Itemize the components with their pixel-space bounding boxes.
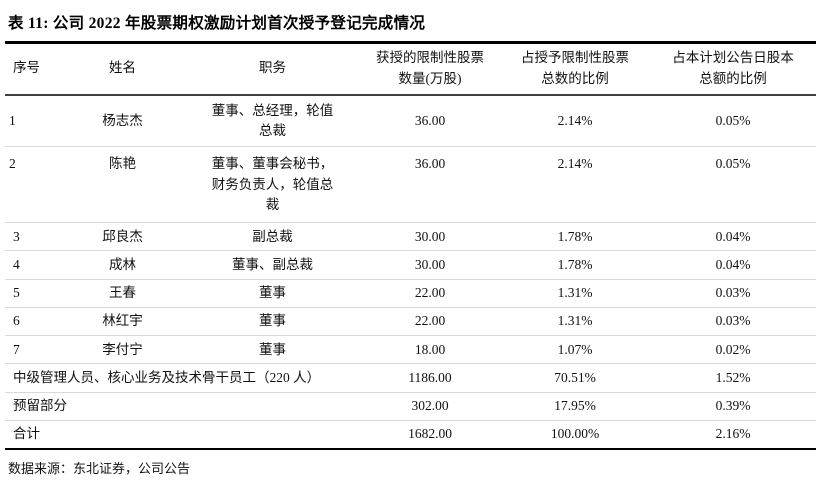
table-row: 5 王春 董事 22.00 1.31% 0.03% xyxy=(5,279,816,308)
cell-shares: 1186.00 xyxy=(360,363,500,393)
incentive-grant-table: 序号 姓名 职务 获授的限制性股票 数量(万股) 占授予限制性股票 总数的比例 … xyxy=(5,44,816,448)
data-source-note: 数据来源：东北证券，公司公告 xyxy=(8,461,191,477)
cell-pct-capital: 0.05% xyxy=(650,146,816,224)
cell-no: 1 xyxy=(5,94,60,148)
col-header-pct-capital-line1: 占本计划公告日股本 xyxy=(672,50,794,65)
table-row: 6 林红宇 董事 22.00 1.31% 0.03% xyxy=(5,307,816,337)
col-header-no: 序号 xyxy=(5,44,60,96)
cell-pct-grant: 1.78% xyxy=(500,250,650,280)
cell-shares: 1682.00 xyxy=(408,426,452,442)
cell-pct-capital: 0.03% xyxy=(650,307,816,337)
table-header: 序号 姓名 职务 获授的限制性股票 数量(万股) 占授予限制性股票 总数的比例 … xyxy=(5,44,816,96)
cell-name: 杨志杰 xyxy=(60,94,185,148)
cell-position: 董事、董事会秘书，财务负责人，轮值总裁 xyxy=(185,146,360,224)
summary-row-total: 合计 1682.00 100.00% 2.16% xyxy=(5,420,816,448)
cell-shares: 22.00 xyxy=(360,307,500,337)
cell-pct-capital: 0.03% xyxy=(650,279,816,308)
cell-pct-grant: 2.14% xyxy=(500,94,650,148)
cell-pct-capital: 0.02% xyxy=(650,335,816,365)
col-header-position: 职务 xyxy=(185,44,360,96)
cell-shares: 18.00 xyxy=(360,335,500,365)
cell-name: 邱良杰 xyxy=(60,222,185,252)
cell-shares: 302.00 xyxy=(360,392,500,421)
summary-label: 合计 xyxy=(13,426,40,442)
col-header-shares-line2: 数量(万股) xyxy=(398,70,462,86)
cell-name: 林红宇 xyxy=(60,307,185,337)
summary-row-managers: 中级管理人员、核心业务及技术骨干员工（220 人） 1186.00 70.51%… xyxy=(5,363,816,393)
title-double-rule xyxy=(5,41,816,44)
summary-label: 中级管理人员、核心业务及技术骨干员工（220 人） xyxy=(5,363,360,393)
header-row: 序号 姓名 职务 获授的限制性股票 数量(万股) 占授予限制性股票 总数的比例 … xyxy=(5,44,816,96)
cell-position: 董事 xyxy=(185,279,360,308)
cell-position: 董事 xyxy=(185,307,360,337)
table-row: 4 成林 董事、副总裁 30.00 1.78% 0.04% xyxy=(5,250,816,280)
summary-label: 预留部分 xyxy=(5,392,360,421)
table-title: 表 11: 公司 2022 年股票期权激励计划首次授予登记完成情况 xyxy=(8,15,426,32)
col-header-pct-capital: 占本计划公告日股本 总额的比例 xyxy=(650,44,816,96)
cell-no: 4 xyxy=(5,250,60,280)
cell-shares: 30.00 xyxy=(360,222,500,252)
cell-pct-grant: 1.78% xyxy=(500,222,650,252)
table-row: 7 李付宁 董事 18.00 1.07% 0.02% xyxy=(5,335,816,365)
table-bottom-rule xyxy=(5,448,816,451)
col-header-shares: 获授的限制性股票 数量(万股) xyxy=(360,44,500,96)
cell-pct-capital: 0.39% xyxy=(650,392,816,421)
cell-name: 成林 xyxy=(60,250,185,280)
cell-shares: 36.00 xyxy=(360,146,500,224)
cell-name: 王春 xyxy=(60,279,185,308)
cell-pct-capital: 0.04% xyxy=(650,222,816,252)
cell-pct-capital: 0.05% xyxy=(650,94,816,148)
col-header-pct-grant-line2: 总数的比例 xyxy=(541,70,609,86)
cell-pct-grant: 100.00% xyxy=(550,426,600,442)
cell-no: 3 xyxy=(5,222,60,252)
cell-pct-grant: 70.51% xyxy=(500,363,650,393)
col-header-pct-capital-line2: 总额的比例 xyxy=(699,70,767,86)
cell-position: 副总裁 xyxy=(185,222,360,252)
cell-shares: 36.00 xyxy=(360,94,500,148)
table-row: 2 陈艳 董事、董事会秘书，财务负责人，轮值总裁 36.00 2.14% 0.0… xyxy=(5,146,816,224)
table-body: 1 杨志杰 董事、总经理，轮值总裁 36.00 2.14% 0.05% 2 陈艳… xyxy=(5,94,816,448)
col-header-name: 姓名 xyxy=(60,44,185,96)
cell-pct-grant: 17.95% xyxy=(500,392,650,421)
cell-pct-capital: 1.52% xyxy=(650,363,816,393)
summary-row-reserved: 预留部分 302.00 17.95% 0.39% xyxy=(5,392,816,421)
cell-pct-grant: 1.07% xyxy=(500,335,650,365)
cell-shares: 22.00 xyxy=(360,279,500,308)
col-header-pct-grant-line1: 占授予限制性股票 xyxy=(521,50,629,65)
cell-shares: 30.00 xyxy=(360,250,500,280)
cell-no: 6 xyxy=(5,307,60,337)
cell-pct-grant: 1.31% xyxy=(500,279,650,308)
table-row: 1 杨志杰 董事、总经理，轮值总裁 36.00 2.14% 0.05% xyxy=(5,94,816,148)
position-text: 董事、总经理，轮值总裁 xyxy=(211,102,334,139)
cell-pct-grant: 2.14% xyxy=(500,146,650,224)
cell-no: 7 xyxy=(5,335,60,365)
position-text: 董事、董事会秘书，财务负责人，轮值总裁 xyxy=(211,156,334,212)
cell-position: 董事 xyxy=(185,335,360,365)
cell-pct-grant: 1.31% xyxy=(500,307,650,337)
cell-pct-capital: 0.04% xyxy=(650,250,816,280)
col-header-shares-line1: 获授的限制性股票 xyxy=(376,50,484,65)
cell-position: 董事、总经理，轮值总裁 xyxy=(185,94,360,148)
cell-pct-capital: 2.16% xyxy=(715,426,751,442)
cell-name: 陈艳 xyxy=(60,146,185,224)
cell-no: 2 xyxy=(5,146,60,224)
cell-position: 董事、副总裁 xyxy=(185,250,360,280)
col-header-pct-grant: 占授予限制性股票 总数的比例 xyxy=(500,44,650,96)
table-row: 3 邱良杰 副总裁 30.00 1.78% 0.04% xyxy=(5,222,816,252)
cell-no: 5 xyxy=(5,279,60,308)
cell-name: 李付宁 xyxy=(60,335,185,365)
